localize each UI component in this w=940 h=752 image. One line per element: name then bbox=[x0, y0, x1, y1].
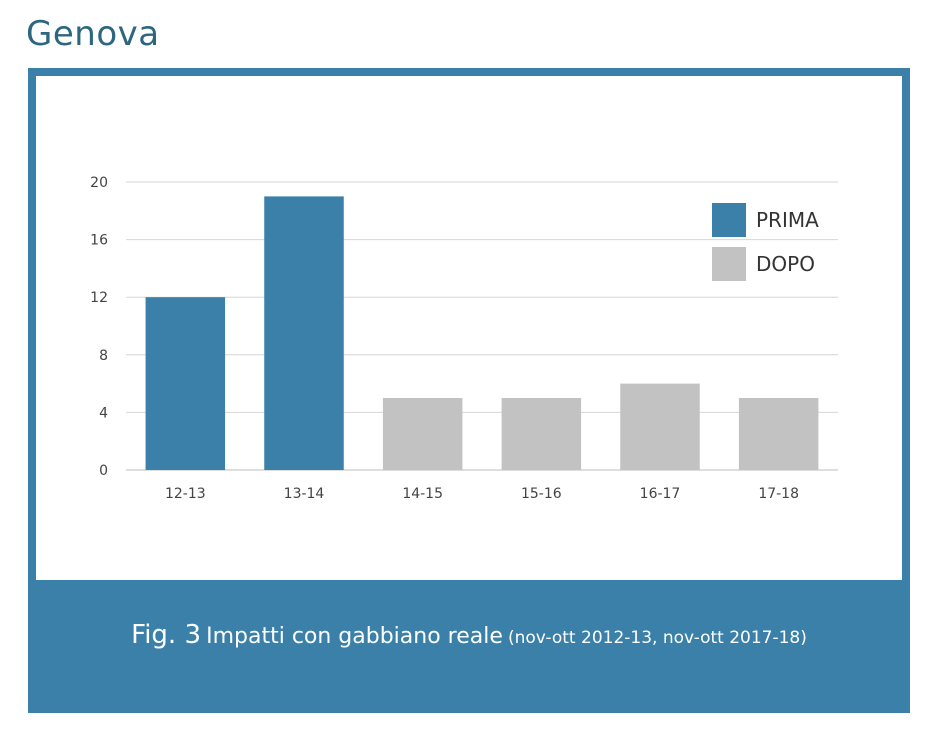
gridlines bbox=[126, 181, 838, 471]
bar-17-18 bbox=[738, 398, 819, 470]
y-tick-label: 0 bbox=[99, 463, 108, 479]
figure-frame: 0 4 8 12 16 20 12-13 13-14 14-15 15-16 16-17 17-18… bbox=[28, 68, 910, 713]
legend-label-prima: PRIMA bbox=[756, 208, 819, 232]
y-tick-label: 16 bbox=[90, 233, 108, 249]
bar-16-17 bbox=[620, 383, 700, 470]
legend-label-dopo: DOPO bbox=[756, 252, 815, 276]
legend: PRIMA DOPO bbox=[712, 203, 819, 281]
x-tick-label: 14-15 bbox=[402, 486, 443, 502]
bar-15-16 bbox=[501, 398, 582, 470]
y-tick-label: 8 bbox=[99, 348, 108, 364]
y-axis-ticks: 0 4 8 12 16 20 bbox=[90, 175, 108, 479]
x-tick-label: 13-14 bbox=[284, 486, 325, 502]
caption-title: Impatti con gabbiano reale bbox=[206, 624, 503, 649]
bar-12-13 bbox=[145, 297, 226, 470]
x-tick-label: 17-18 bbox=[758, 486, 799, 502]
chart-area: 0 4 8 12 16 20 12-13 13-14 14-15 15-16 16-17 17-18… bbox=[36, 76, 902, 580]
figure-caption: Fig. 3 Impatti con gabbiano reale (nov-o… bbox=[28, 620, 910, 650]
caption-period: (nov-ott 2012-13, nov-ott 2017-18) bbox=[508, 628, 807, 648]
x-tick-label: 15-16 bbox=[521, 486, 562, 502]
x-axis-ticks: 12-13 13-14 14-15 15-16 16-17 17-18 bbox=[165, 486, 799, 502]
y-tick-label: 12 bbox=[90, 290, 108, 306]
x-tick-label: 12-13 bbox=[165, 486, 206, 502]
caption-fig-number: Fig. 3 bbox=[131, 620, 201, 650]
y-tick-label: 20 bbox=[90, 175, 108, 191]
x-tick-label: 16-17 bbox=[640, 486, 681, 502]
legend-swatch-prima bbox=[712, 203, 746, 237]
bar-chart: 0 4 8 12 16 20 12-13 13-14 14-15 15-16 16-17 17-18… bbox=[90, 175, 838, 502]
page-title: Genova bbox=[26, 14, 160, 54]
bar-14-15 bbox=[382, 398, 463, 470]
bars bbox=[145, 196, 819, 470]
y-tick-label: 4 bbox=[99, 405, 108, 421]
bar-13-14 bbox=[264, 196, 344, 470]
legend-swatch-dopo bbox=[712, 247, 746, 281]
